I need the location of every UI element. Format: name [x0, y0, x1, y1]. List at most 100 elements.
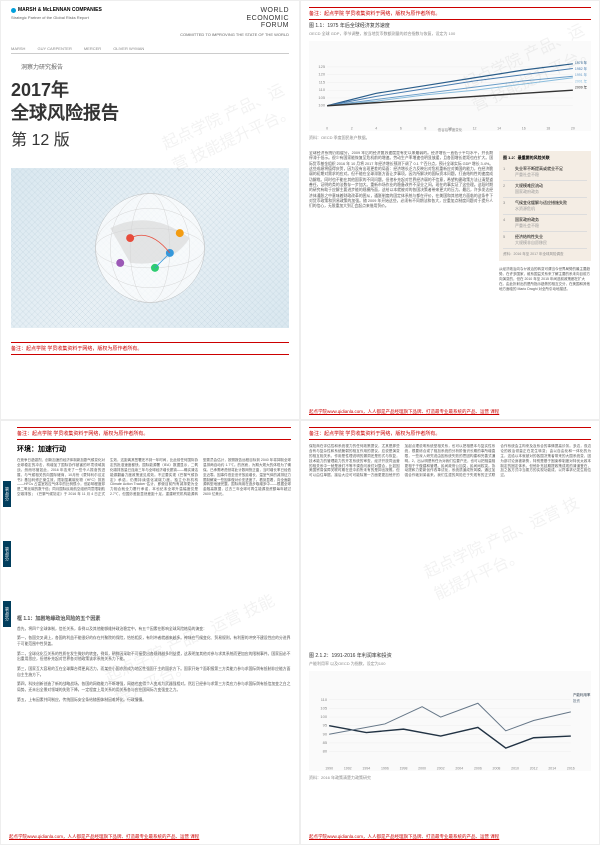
svg-text:100: 100 [318, 103, 325, 108]
edition: 第 12 版 [11, 126, 289, 150]
svg-text:115: 115 [319, 79, 326, 84]
svg-text:1992: 1992 [344, 767, 352, 771]
svg-text:110: 110 [321, 697, 328, 702]
wef-logo: WORLD ECONOMIC FORUM [180, 7, 289, 30]
chart-title: 图 2.1.2：1991-2016 年利润率和投资 [309, 652, 591, 659]
svg-text:80: 80 [323, 749, 328, 754]
svg-text:90: 90 [323, 731, 328, 736]
recovery-line-chart: 100105110115120125024681012141618201975 … [309, 41, 591, 131]
svg-text:12: 12 [473, 127, 477, 131]
svg-text:2004: 2004 [455, 767, 463, 771]
svg-text:产能利用率: 产能利用率 [573, 692, 591, 697]
brand-row: MARSH GUY CARPENTER MERCER OLIVER WYMAN [1, 44, 299, 53]
svg-text:2000: 2000 [418, 767, 426, 771]
svg-text:1990: 1990 [325, 767, 333, 771]
svg-text:2016: 2016 [567, 767, 575, 771]
page-4: 备注：起点学院 学员收集资料于网络，版权为原作者所有。 保险商在评估性和系统视力… [300, 420, 600, 845]
marsh-logo: MARSH & McLENNAN COMPANIES [11, 7, 102, 13]
copyright-note: 备注：起点学院 学员收集资料于网络，版权为原作者所有。 [309, 427, 591, 440]
box-title: 框 1.1：加剧地缘政治风险的五个因素 [17, 616, 291, 624]
svg-text:2014: 2014 [548, 767, 556, 771]
page-footer: 起点学院www.qidianla.com，人人都是产品经理旗下品牌、打造最专业最… [9, 834, 291, 840]
svg-text:投资: 投资 [573, 698, 581, 703]
title-block: 2017年 全球风险报告 第 12 版 [1, 75, 299, 160]
page-footer: 起点学院www.qidianla.com，人人都是产品经理旗下品牌、打造最专业最… [309, 409, 591, 415]
bullet-item: 首先，将四个全球体制，信任关系，条例以及其他能够维持政治稳定中，有五个因素在影响… [17, 627, 291, 633]
globe-graphic [11, 168, 289, 328]
svg-text:1991 年: 1991 年 [575, 72, 588, 77]
factors-box: 框 1.1：加剧地缘政治风险的五个因素 首先，将四个全球体制，信任关系，条例以及… [17, 616, 291, 703]
risk-item: 2大规模难民流动国家政府政务 [503, 181, 587, 198]
partner-text: Strategic Partner of the Global Risks Re… [11, 15, 102, 20]
svg-text:1996: 1996 [381, 767, 389, 771]
risk-source: 资料：2016 年至 2017 年全球风险调查 [503, 252, 587, 257]
svg-text:2012: 2012 [530, 767, 538, 771]
globe-svg-icon [11, 168, 289, 328]
profit-investment-chart: 8085909510010511019901992199419961998200… [309, 671, 591, 771]
side-tab-2: 第2部分 [3, 541, 11, 567]
svg-text:1982 年: 1982 年 [575, 66, 588, 71]
svg-text:110: 110 [319, 87, 326, 92]
svg-text:2: 2 [351, 127, 353, 131]
body-text: 全球经济系统仍陷缓分，2009 年后的经济复苏速度是有史以来最弱的。经济增长一直… [309, 151, 493, 271]
svg-text:2008: 2008 [493, 767, 501, 771]
chart-source: 资料：2016 年政策清楚力政策研究 [309, 775, 591, 781]
svg-text:85: 85 [323, 740, 328, 745]
svg-text:20: 20 [571, 127, 575, 131]
svg-text:105: 105 [318, 95, 325, 100]
risk-item: 5经济结构性失业大规模非自愿移民 [503, 232, 587, 249]
line-chart-svg: 8085909510010511019901992199419961998200… [309, 671, 591, 772]
risk-linkage-box: 图 1.2：最重要的风险关联 1失业率不断提高或就业不足严重社会不稳2大规模难民… [499, 151, 591, 261]
marsh-block: MARSH & McLENNAN COMPANIES Strategic Par… [11, 7, 102, 20]
copyright-note: 备注：起点学院 学员收集资料于网络，版权为原作者所有。 [17, 427, 291, 440]
line-chart-svg: 100105110115120125024681012141618201975 … [309, 41, 591, 132]
svg-text:16: 16 [522, 127, 526, 131]
body-text: 保险商在评估性和系统视力的任何政策提议，尤其是那些含有与复杂性和系统脆弱的相互作… [309, 444, 591, 644]
svg-text:105: 105 [320, 705, 327, 710]
report-subtitle: 洞察力研究报告 [11, 53, 289, 75]
risk-item: 4国家政府政务严重社会不稳 [503, 215, 587, 232]
copyright-note: 备注：起点学院 学员收集资料于网络，版权为原作者所有。 [11, 342, 289, 355]
svg-text:低谷后季度变化: 低谷后季度变化 [438, 127, 463, 132]
svg-text:120: 120 [318, 72, 325, 77]
marsh-name: MARSH & McLENNAN COMPANIES [18, 7, 102, 13]
side-text: 从经济政治向なか政治的转变可谓当今世界局势的最主要趋势。在许多国家，维系国益关系… [499, 267, 591, 291]
svg-text:2001 年: 2001 年 [575, 78, 588, 83]
page-2: 备注：起点学院 学员收集资料于网络，版权为原作者所有。 图 1.1：1975 年… [300, 0, 600, 420]
bullet-item: 第四，科技创新创造了新的战略战场，各国的网络能力不断增强，网络也变得个人变成为武… [17, 682, 291, 693]
marsh-dot-icon [11, 8, 16, 13]
svg-text:2009 年: 2009 年 [575, 84, 588, 89]
cover-page: MARSH & McLENNAN COMPANIES Strategic Par… [0, 0, 300, 420]
wef-block: WORLD ECONOMIC FORUM COMMITTED TO IMPROV… [180, 7, 289, 38]
bullet-item: 第一，各国交叉调上，各国的利益不能很好的存在共聚院的保险，恰恰相反，有利冲者就越… [17, 636, 291, 647]
svg-text:1975 年: 1975 年 [575, 60, 588, 65]
svg-text:14: 14 [497, 127, 501, 131]
svg-text:6: 6 [400, 127, 402, 131]
chart-subtitle: OECD 全球 GDP，季节调整，按当地货币数额测量的综合指数与恢复，设定为 1… [309, 31, 591, 37]
svg-text:2002: 2002 [437, 767, 445, 771]
bullet-item: 第二，全球化化互关系的性质在发生微妙的转变。例如，朝鲜因采取不可接受出各规则越多… [17, 652, 291, 663]
svg-text:18: 18 [546, 127, 550, 131]
page-3: 第1部分 第2部分 第3部分 备注：起点学院 学员收集资料于网络，版权为原作者所… [0, 420, 300, 845]
page-footer: 起点学院www.qidianla.com，人人都是产品经理旗下品牌、打造最专业最… [309, 834, 591, 840]
risk-item: 3气候变化缓解与适应措施失败水资源危机 [503, 198, 587, 215]
title-main: 全球风险报告 [11, 102, 289, 125]
bullet-item: 第五，上有因素共同制应，传统国际安全条给随围体制因难将化。行政慢慢。 [17, 698, 291, 704]
svg-text:95: 95 [323, 723, 328, 728]
svg-text:0: 0 [326, 127, 328, 131]
title-year: 2017年 [11, 79, 289, 102]
svg-text:2006: 2006 [474, 767, 482, 771]
copyright-note: 备注：起点学院 学员收集资料于网络，版权为原作者所有。 [309, 7, 591, 20]
chart-subtitle: 产能利用率 以及OECD 为指数，设定为100 [309, 661, 591, 667]
svg-text:8: 8 [424, 127, 426, 131]
svg-text:125: 125 [318, 64, 325, 69]
chart-source: 资料：OECD 季度国民账户数据。 [309, 135, 591, 141]
side-tab-3: 第3部分 [3, 601, 11, 627]
risk-item: 1失业率不断提高或就业不足严重社会不稳 [503, 164, 587, 181]
svg-text:1994: 1994 [362, 767, 370, 771]
svg-text:4: 4 [375, 127, 377, 131]
svg-text:1998: 1998 [400, 767, 408, 771]
chart-title: 图 1.1：1975 年后全球经济复苏速度 [309, 22, 591, 29]
bullet-item: 第三，国家互大容易的互在全球舞台得更具活力，而某些小国亦然成为地区性强国于主的国… [17, 667, 291, 678]
svg-text:2010: 2010 [511, 767, 519, 771]
